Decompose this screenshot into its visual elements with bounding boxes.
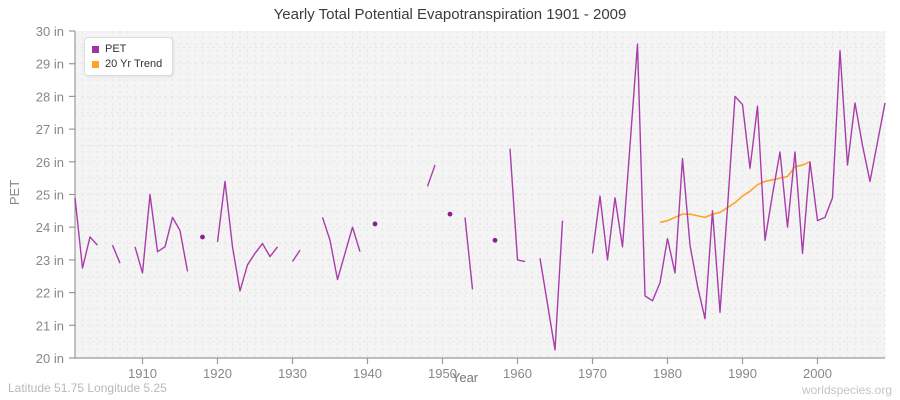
x-tick-label: 1980 <box>653 366 682 381</box>
pet-isolated-point <box>492 237 498 243</box>
y-tick-label: 29 in <box>36 57 64 72</box>
y-tick-label: 22 in <box>36 286 64 301</box>
legend-item-pet[interactable]: PET <box>92 42 162 56</box>
trend-line-series <box>659 161 811 224</box>
pet-line-series <box>74 197 99 269</box>
pet-line-series <box>134 193 189 274</box>
pet-isolated-point <box>200 234 205 240</box>
x-tick-label: 1910 <box>128 366 157 381</box>
legend-item-trend[interactable]: 20 Yr Trend <box>92 57 162 71</box>
y-tick-label: 25 in <box>36 188 64 203</box>
chart-title: Yearly Total Potential Evapotranspiratio… <box>273 6 627 23</box>
pet-line-series <box>216 180 279 292</box>
pet-line-series <box>539 220 564 351</box>
x-tick-label: 1940 <box>353 366 382 381</box>
coordinates-caption: Latitude 51.75 Longitude 5.25 <box>8 381 167 395</box>
y-tick-label: 23 in <box>36 253 64 268</box>
pet-line-series <box>111 244 121 264</box>
pet-line-series <box>464 217 474 290</box>
x-tick-label: 1930 <box>278 366 307 381</box>
pet-line-series <box>426 164 436 187</box>
watermark: worldspecies.org <box>801 383 892 397</box>
pet-isolated-point <box>447 211 453 217</box>
legend-box: PET 20 Yr Trend <box>84 37 174 76</box>
pet-line-series <box>321 217 361 281</box>
x-axis-label: Year <box>451 370 479 385</box>
y-tick-label: 24 in <box>36 220 64 235</box>
y-tick-label: 27 in <box>36 122 64 137</box>
x-tick-label: 1970 <box>578 366 607 381</box>
x-tick-label: 1960 <box>503 366 532 381</box>
legend-item-trend-label: 20 Yr Trend <box>105 58 163 70</box>
x-tick-label: 1950 <box>428 366 457 381</box>
x-tick-label: 1990 <box>728 366 757 381</box>
pet-series-swatch-icon <box>92 45 99 53</box>
y-tick-label: 21 in <box>36 318 64 333</box>
x-tick-label: 1920 <box>203 366 232 381</box>
pet-line-series <box>591 43 886 320</box>
y-tick-label: 26 in <box>36 155 64 170</box>
y-axis-label: PET <box>7 179 23 206</box>
y-tick-label: 20 in <box>36 351 64 366</box>
x-tick-label: 2000 <box>803 366 832 381</box>
y-tick-label: 28 in <box>36 89 64 104</box>
legend-item-pet-label: PET <box>105 43 127 55</box>
pet-line-series <box>291 249 301 262</box>
trend-series-swatch-icon <box>92 60 99 68</box>
pet-isolated-point <box>372 221 378 227</box>
y-tick-label: 30 in <box>36 24 64 39</box>
pet-line-series <box>509 148 526 263</box>
